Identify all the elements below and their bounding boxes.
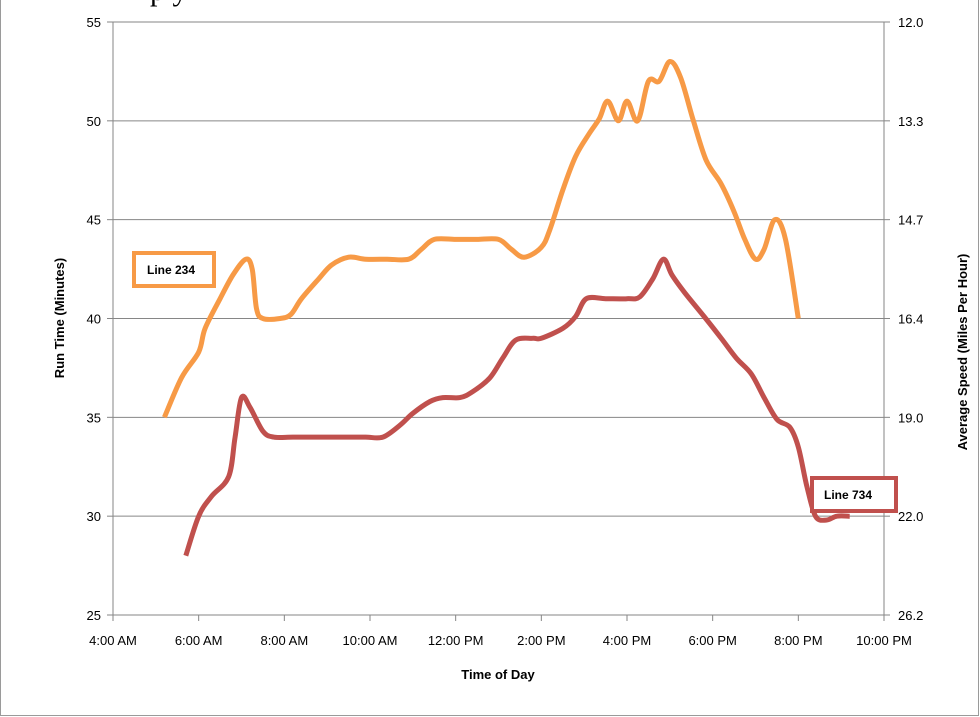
label-box-line-734 — [810, 476, 898, 513]
x-tick-label: 2:00 PM — [517, 633, 565, 648]
x-tick-label: 10:00 AM — [343, 633, 398, 648]
x-axis-title: Time of Day — [461, 667, 535, 682]
y-tick-label: 30 — [87, 509, 101, 524]
label-line-734: Line 734 — [824, 488, 872, 502]
y-tick-label: 50 — [87, 114, 101, 129]
x-tick-label: 4:00 AM — [89, 633, 137, 648]
x-tick-label: 6:00 AM — [175, 633, 223, 648]
y-tick-label: 25 — [87, 608, 101, 623]
x-tick-label: 12:00 PM — [428, 633, 484, 648]
title-fragment: p y — [150, 0, 188, 8]
label-box-line-234 — [132, 251, 216, 288]
series-labels: Line 234 Line 734 — [132, 251, 898, 513]
y-tick-label: 55 — [87, 15, 101, 30]
x-tick-label: 6:00 PM — [688, 633, 736, 648]
y2-tick-label: 13.3 — [898, 114, 923, 129]
y2-tick-label: 22.0 — [898, 509, 923, 524]
y-tick-label: 35 — [87, 410, 101, 425]
x-tick-label: 4:00 PM — [603, 633, 651, 648]
x-tick-label: 8:00 PM — [774, 633, 822, 648]
y2-tick-label: 26.2 — [898, 608, 923, 623]
series-line-1 — [162, 59, 801, 419]
label-line-234: Line 234 — [147, 263, 195, 277]
y2-axis-title: Average Speed (Miles Per Hour) — [955, 254, 970, 451]
y-tick-label: 45 — [87, 213, 101, 228]
series-lines — [162, 59, 850, 557]
x-tick-label: 10:00 PM — [856, 633, 912, 648]
series-line-2 — [183, 256, 850, 557]
y-ticks: 25 30 35 40 45 50 55 — [87, 15, 113, 623]
y-tick-label: 40 — [87, 312, 101, 327]
x-ticks: 4:00 AM 6:00 AM 8:00 AM 10:00 AM 12:00 PM 2:0… — [89, 615, 912, 648]
x-tick-label: 8:00 AM — [260, 633, 308, 648]
y2-ticks: 26.2 22.0 19.0 16.4 14.7 13.3 12.0 — [884, 15, 923, 623]
y2-tick-label: 14.7 — [898, 213, 923, 228]
y-axis-title: Run Time (Minutes) — [52, 258, 67, 378]
y2-tick-label: 12.0 — [898, 15, 923, 30]
y2-tick-label: 19.0 — [898, 410, 923, 425]
gridlines — [113, 21, 884, 517]
y2-tick-label: 16.4 — [898, 312, 923, 327]
